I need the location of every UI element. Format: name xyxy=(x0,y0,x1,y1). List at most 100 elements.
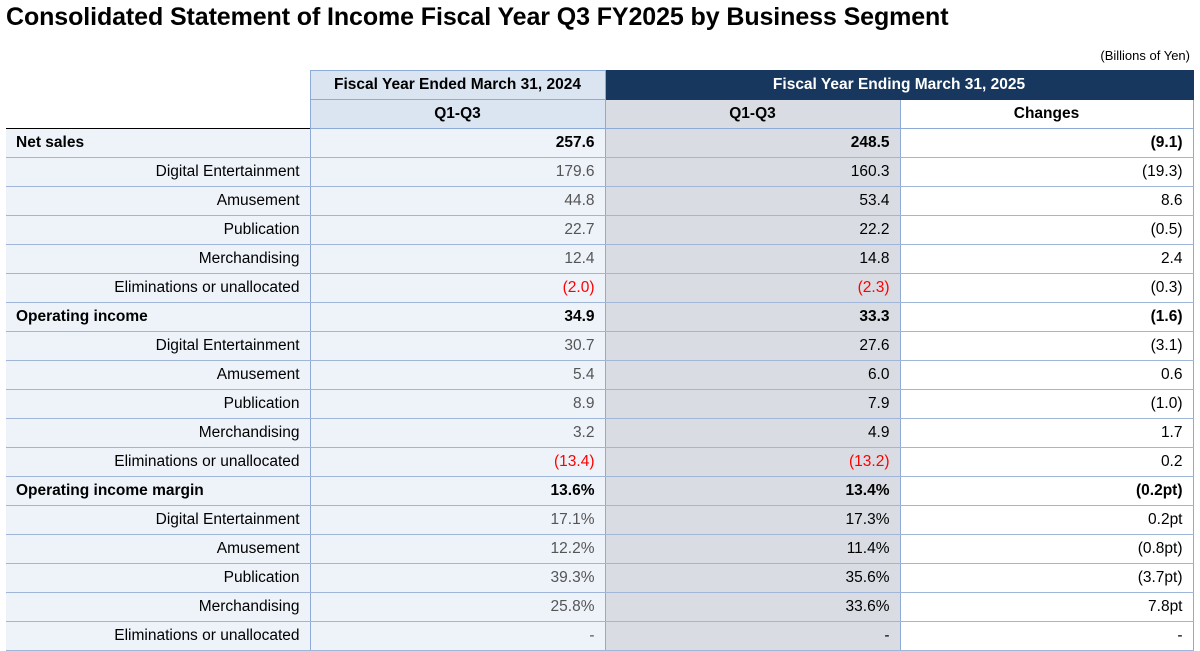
change-value: (0.5) xyxy=(900,215,1194,245)
prev-value: 12.4 xyxy=(310,244,606,274)
income-table: Fiscal Year Ended March 31, 2024 Fiscal … xyxy=(6,70,1194,651)
change-value: (1.0) xyxy=(900,389,1194,419)
change-value: - xyxy=(900,621,1194,651)
prev-value: 22.7 xyxy=(310,215,606,245)
table-row: Amusement 44.8 53.4 8.6 xyxy=(6,186,1194,216)
prev-value: 30.7 xyxy=(310,331,606,361)
prev-value: 44.8 xyxy=(310,186,606,216)
table-row: Eliminations or unallocated (13.4) (13.2) 0… xyxy=(6,447,1194,477)
prev-value: 8.9 xyxy=(310,389,606,419)
table-row: Digital Entertainment 30.7 27.6 (3.1) xyxy=(6,331,1194,361)
prev-value: 5.4 xyxy=(310,360,606,390)
row-label: Digital Entertainment xyxy=(6,331,311,361)
cur-value: 11.4% xyxy=(605,534,901,564)
cur-value: (13.2) xyxy=(605,447,901,477)
row-label: Eliminations or unallocated xyxy=(6,273,311,303)
cur-value: 35.6% xyxy=(605,563,901,593)
change-value: 8.6 xyxy=(900,186,1194,216)
table-row: Digital Entertainment 179.6 160.3 (19.3) xyxy=(6,157,1194,187)
cur-value: - xyxy=(605,621,901,651)
prev-value: 17.1% xyxy=(310,505,606,535)
cur-value: 13.4% xyxy=(605,476,901,506)
header-cur-period: Q1-Q3 xyxy=(604,99,901,129)
change-value: 7.8pt xyxy=(900,592,1194,622)
cur-value: 17.3% xyxy=(605,505,901,535)
prev-value: 179.6 xyxy=(310,157,606,187)
header-prev-year: Fiscal Year Ended March 31, 2024 xyxy=(309,70,606,100)
page-title: Consolidated Statement of Income Fiscal … xyxy=(6,3,949,31)
change-value: (0.8pt) xyxy=(900,534,1194,564)
cur-value: (2.3) xyxy=(605,273,901,303)
cur-value: 53.4 xyxy=(605,186,901,216)
header-prev-period: Q1-Q3 xyxy=(309,99,606,129)
row-label: Merchandising xyxy=(6,418,311,448)
header-blank xyxy=(6,70,310,100)
table-row: Publication 8.9 7.9 (1.0) xyxy=(6,389,1194,419)
table-row: Merchandising 25.8% 33.6% 7.8pt xyxy=(6,592,1194,622)
prev-value: (2.0) xyxy=(310,273,606,303)
table-row: Publication 22.7 22.2 (0.5) xyxy=(6,215,1194,245)
prev-value: 257.6 xyxy=(310,128,606,158)
change-value: 0.2pt xyxy=(900,505,1194,535)
row-label: Publication xyxy=(6,389,311,419)
cur-value: 14.8 xyxy=(605,244,901,274)
row-label: Merchandising xyxy=(6,592,311,622)
row-label: Publication xyxy=(6,215,311,245)
change-value: (3.7pt) xyxy=(900,563,1194,593)
prev-value: 39.3% xyxy=(310,563,606,593)
row-label: Net sales xyxy=(6,128,311,158)
table-row: Eliminations or unallocated (2.0) (2.3) (0.… xyxy=(6,273,1194,303)
prev-value: 12.2% xyxy=(310,534,606,564)
table-row: Merchandising 3.2 4.9 1.7 xyxy=(6,418,1194,448)
cur-value: 33.6% xyxy=(605,592,901,622)
change-value: (19.3) xyxy=(900,157,1194,187)
header-blank-2 xyxy=(6,99,310,129)
table-row: Eliminations or unallocated - - - xyxy=(6,621,1194,651)
row-label: Digital Entertainment xyxy=(6,505,311,535)
table-row: Publication 39.3% 35.6% (3.7pt) xyxy=(6,563,1194,593)
table-row: Merchandising 12.4 14.8 2.4 xyxy=(6,244,1194,274)
row-label: Digital Entertainment xyxy=(6,157,311,187)
cur-value: 22.2 xyxy=(605,215,901,245)
cur-value: 7.9 xyxy=(605,389,901,419)
cur-value: 248.5 xyxy=(605,128,901,158)
row-label: Publication xyxy=(6,563,311,593)
prev-value: (13.4) xyxy=(310,447,606,477)
units-note: (Billions of Yen) xyxy=(1100,48,1190,63)
change-value: (3.1) xyxy=(900,331,1194,361)
cur-value: 27.6 xyxy=(605,331,901,361)
row-label: Eliminations or unallocated xyxy=(6,447,311,477)
cur-value: 33.3 xyxy=(605,302,901,332)
prev-value: 3.2 xyxy=(310,418,606,448)
row-label: Operating income margin xyxy=(6,476,311,506)
table-total-row: Operating income margin 13.6% 13.4% (0.2pt) xyxy=(6,476,1194,506)
row-label: Merchandising xyxy=(6,244,311,274)
prev-value: 13.6% xyxy=(310,476,606,506)
prev-value: - xyxy=(310,621,606,651)
table-row: Amusement 5.4 6.0 0.6 xyxy=(6,360,1194,390)
change-value: (9.1) xyxy=(900,128,1194,158)
header-cur-year: Fiscal Year Ending March 31, 2025 xyxy=(604,70,1194,100)
table-row: Digital Entertainment 17.1% 17.3% 0.2pt xyxy=(6,505,1194,535)
prev-value: 34.9 xyxy=(310,302,606,332)
cur-value: 4.9 xyxy=(605,418,901,448)
cur-value: 6.0 xyxy=(605,360,901,390)
row-label: Amusement xyxy=(6,186,311,216)
row-label: Operating income xyxy=(6,302,311,332)
cur-value: 160.3 xyxy=(605,157,901,187)
header-changes: Changes xyxy=(899,99,1194,129)
table-row: Amusement 12.2% 11.4% (0.8pt) xyxy=(6,534,1194,564)
table-total-row: Net sales 257.6 248.5 (9.1) xyxy=(6,128,1194,158)
change-value: (1.6) xyxy=(900,302,1194,332)
row-label: Amusement xyxy=(6,360,311,390)
row-label: Amusement xyxy=(6,534,311,564)
table-total-row: Operating income 34.9 33.3 (1.6) xyxy=(6,302,1194,332)
change-value: 2.4 xyxy=(900,244,1194,274)
prev-value: 25.8% xyxy=(310,592,606,622)
row-label: Eliminations or unallocated xyxy=(6,621,311,651)
change-value: 0.2 xyxy=(900,447,1194,477)
change-value: (0.3) xyxy=(900,273,1194,303)
change-value: (0.2pt) xyxy=(900,476,1194,506)
change-value: 1.7 xyxy=(900,418,1194,448)
change-value: 0.6 xyxy=(900,360,1194,390)
